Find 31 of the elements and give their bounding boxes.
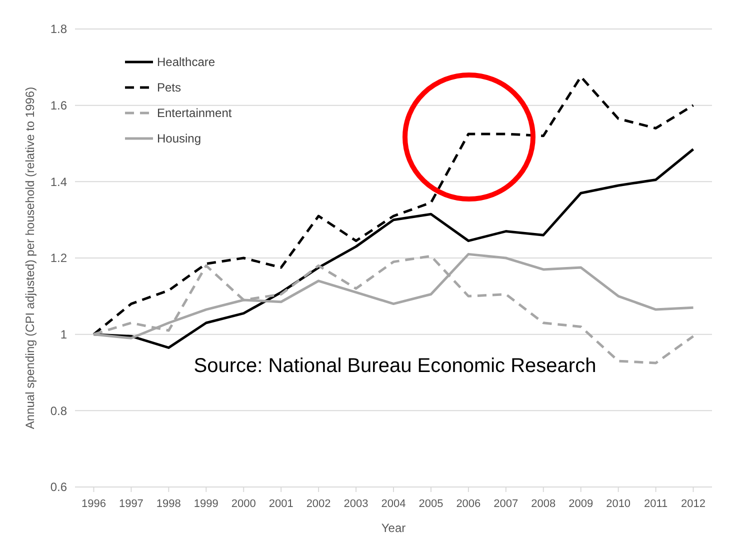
annotation: Source: National Bureau Economic Research (194, 355, 596, 377)
legend-label: Housing (157, 132, 202, 146)
y-tick-label: 1.8 (50, 22, 68, 36)
x-tick-label: 2007 (494, 498, 518, 510)
y-tick-label: 0.6 (50, 480, 68, 494)
x-tick-label: 2005 (418, 498, 444, 510)
x-tick-label: 2011 (644, 498, 668, 510)
x-tick-label: 2000 (231, 498, 256, 510)
x-tick-label: 2008 (531, 498, 556, 510)
x-axis-title: Year (381, 521, 406, 535)
y-tick-label: 1.2 (50, 251, 68, 266)
x-tick-label: 2002 (306, 498, 331, 510)
x-tick-label: 1999 (194, 498, 218, 510)
legend-label: Healthcare (157, 55, 216, 70)
x-tick-label: 2001 (268, 498, 294, 510)
x-tick-label: 1996 (81, 498, 106, 510)
y-tick-label: 1.6 (50, 98, 68, 113)
x-tick-label: 2003 (344, 498, 368, 510)
x-tick-label: 2006 (456, 498, 481, 510)
x-tick-label: 2012 (681, 498, 706, 510)
y-tick-label: 1 (60, 328, 68, 342)
legend-label: Pets (157, 80, 182, 95)
y-tick-label: 1.4 (50, 174, 68, 189)
x-tick-label: 2004 (381, 498, 406, 510)
x-tick-label: 1997 (118, 498, 144, 510)
legend-label: Entertainment (157, 106, 232, 120)
y-axis-title: Annual spending (CPI adjusted) per household (relative to 1996) (23, 86, 37, 430)
x-tick-label: 1998 (156, 498, 181, 510)
x-tick-label: 2010 (606, 498, 631, 510)
x-tick-label: 2009 (568, 498, 594, 510)
y-tick-label: 0.8 (50, 404, 68, 418)
